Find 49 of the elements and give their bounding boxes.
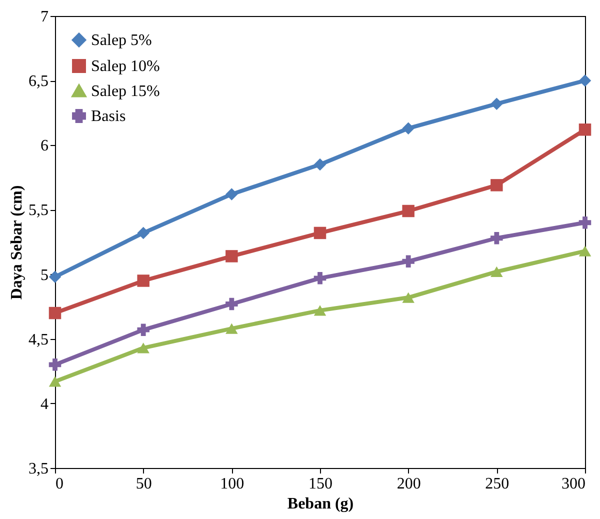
point <box>314 158 326 171</box>
x-tick-label: 300 <box>562 476 586 492</box>
point <box>490 98 503 110</box>
point <box>578 124 592 136</box>
x-tick-label: 250 <box>485 476 510 492</box>
y-tick-label: 4,5 <box>28 331 48 348</box>
point <box>226 188 238 200</box>
x-axis-title: Beban (g) <box>287 496 354 512</box>
point <box>402 255 414 268</box>
x-tick-label: 200 <box>396 476 421 492</box>
y-tick-label: 5,5 <box>28 202 48 220</box>
point <box>402 292 414 303</box>
point <box>402 122 414 134</box>
y-tick-label: 5 <box>40 266 48 284</box>
y-tick-label: 3,5 <box>28 460 48 478</box>
point <box>137 324 150 336</box>
point <box>314 305 326 316</box>
point <box>137 226 150 240</box>
point <box>48 270 62 283</box>
point <box>48 358 62 371</box>
legend-label: Salep 5% <box>91 32 152 49</box>
y-tick-label: 6 <box>40 138 48 155</box>
y-tick-label: 6,5 <box>28 73 48 90</box>
legend-label: Salep 15% <box>91 83 160 100</box>
x-tick-label: 100 <box>220 476 244 492</box>
point <box>578 74 592 87</box>
point <box>226 298 238 310</box>
point <box>578 246 592 256</box>
point <box>314 272 326 284</box>
y-tick-label: 4 <box>40 396 48 413</box>
point <box>490 179 503 192</box>
point <box>490 266 503 278</box>
point <box>226 323 238 334</box>
point <box>578 216 592 229</box>
point <box>137 274 150 287</box>
point <box>137 342 150 354</box>
legend-label: Salep 10% <box>91 58 160 75</box>
x-tick-label: 150 <box>308 476 332 492</box>
point <box>48 376 62 387</box>
point <box>314 226 326 240</box>
x-tick-label: 50 <box>136 476 152 492</box>
point <box>48 306 62 320</box>
y-axis-title: Daya Sebar (cm) <box>8 185 26 300</box>
y-tick-label: 7 <box>40 8 48 26</box>
x-tick-label: 0 <box>56 476 64 492</box>
point <box>226 250 238 262</box>
point <box>402 204 414 218</box>
point <box>490 232 503 244</box>
legend-label: Basis <box>91 108 126 125</box>
